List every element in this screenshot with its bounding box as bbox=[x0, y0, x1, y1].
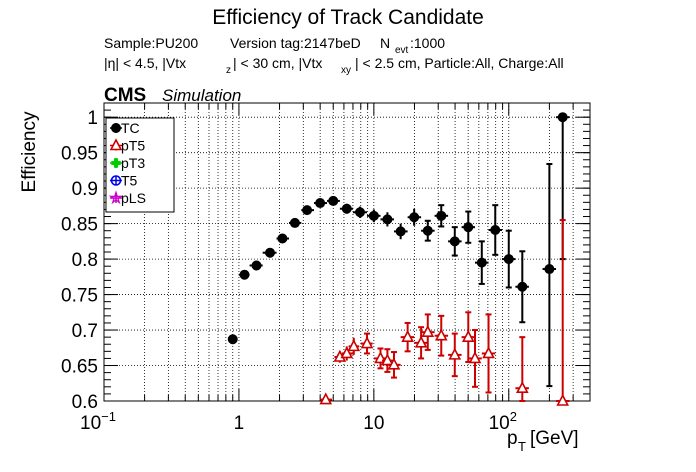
subtitle-line-2: |η| < 4.5, |Vtx z | < 30 cm, |Vtx xy | <… bbox=[104, 55, 564, 76]
pt5-point bbox=[401, 329, 414, 342]
tc-point bbox=[503, 254, 514, 265]
series-tc bbox=[227, 112, 570, 388]
tc-point bbox=[227, 334, 238, 345]
tc-point bbox=[328, 195, 339, 206]
y-tick-label: 0.6 bbox=[72, 392, 98, 413]
tc-point bbox=[251, 260, 262, 271]
legend-label-t5: T5 bbox=[121, 173, 138, 189]
y-tick-label: 0.75 bbox=[61, 286, 98, 307]
x-tick-label: 10−1 bbox=[80, 409, 116, 434]
tc-point bbox=[436, 210, 447, 221]
legend-label-pt3: pT3 bbox=[121, 155, 145, 171]
chart-title: Efficiency of Track Candidate bbox=[212, 6, 484, 29]
y-tick-label: 0.65 bbox=[61, 357, 98, 378]
legend-marker-t5 bbox=[110, 175, 122, 186]
y-tick-labels: 0.6 0.65 0.7 0.75 0.8 0.85 0.9 0.95 1 bbox=[61, 108, 98, 413]
y-tick-label: 0.8 bbox=[72, 250, 98, 271]
data-series bbox=[227, 112, 570, 406]
tc-point bbox=[395, 226, 406, 237]
legend-marker-tc bbox=[111, 123, 121, 133]
legend-label-tc: TC bbox=[121, 120, 140, 136]
cms-label: CMS bbox=[104, 85, 146, 106]
tc-point bbox=[315, 198, 326, 209]
y-tick-label: 0.95 bbox=[61, 144, 98, 165]
subtitle-mid: | < 30 cm, |Vtx bbox=[233, 55, 322, 71]
y-tick-label: 0.85 bbox=[61, 215, 98, 236]
tc-point bbox=[355, 207, 366, 218]
x-tick-label: 10 bbox=[363, 413, 384, 434]
pt5-point bbox=[347, 339, 361, 352]
legend-label-pls: pLS bbox=[121, 190, 146, 206]
pt5-point bbox=[461, 329, 475, 342]
pt5-point bbox=[319, 392, 333, 405]
subtitle-line-1: Sample:PU200 Version tag:2147beD N evt :… bbox=[104, 35, 445, 56]
tc-point bbox=[368, 210, 379, 221]
pt5-point bbox=[556, 393, 570, 406]
x-axis-label: p T [GeV] bbox=[507, 428, 579, 456]
pt5-point bbox=[515, 381, 529, 394]
legend-label-pt5: pT5 bbox=[121, 138, 145, 154]
legend-marker-pt5 bbox=[109, 138, 123, 151]
tc-point bbox=[422, 225, 433, 236]
x-tick-labels: 10−1 1 10 102 bbox=[80, 409, 517, 434]
pt5-point bbox=[360, 336, 374, 349]
pt5-point bbox=[434, 328, 448, 341]
y-tick-label: 1 bbox=[87, 108, 98, 129]
pt5-point bbox=[414, 335, 428, 348]
tc-point bbox=[382, 214, 393, 225]
pt5-point bbox=[340, 346, 354, 359]
tc-point bbox=[463, 222, 474, 233]
tc-point bbox=[265, 247, 276, 258]
axes bbox=[103, 102, 591, 402]
tc-point bbox=[341, 203, 352, 214]
tc-point bbox=[277, 233, 288, 244]
y-tick-label: 0.9 bbox=[72, 179, 98, 200]
y-tick-label: 0.7 bbox=[72, 321, 98, 342]
subtitle-sample: Sample:PU200 bbox=[104, 35, 198, 51]
tc-point bbox=[490, 225, 501, 236]
subtitle-nevt: N bbox=[380, 35, 390, 51]
pt5-point bbox=[448, 347, 462, 360]
pt5-point bbox=[387, 357, 401, 370]
pt5-point bbox=[421, 324, 435, 337]
tc-point bbox=[302, 205, 313, 216]
x-tick-label: 1 bbox=[234, 413, 245, 434]
series-pt5 bbox=[319, 219, 570, 406]
tc-point bbox=[409, 212, 420, 223]
legend-marker-pls bbox=[108, 190, 124, 205]
subtitle-xy-sub: xy bbox=[341, 65, 351, 76]
tc-point bbox=[449, 236, 460, 247]
subtitle-nevt-val: :1000 bbox=[410, 35, 445, 51]
subtitle-nevt-sub: evt bbox=[395, 45, 409, 56]
subtitle-version: Version tag:2147beD bbox=[230, 35, 361, 51]
tc-point bbox=[476, 257, 487, 268]
subtitle-eta: |η| < 4.5, |Vtx bbox=[104, 55, 186, 71]
x-tick-label: 102 bbox=[489, 409, 517, 434]
tc-point bbox=[517, 281, 528, 292]
tc-point bbox=[289, 217, 300, 228]
x-axis-label-p: p bbox=[507, 428, 518, 449]
x-axis-label-unit: [GeV] bbox=[530, 428, 579, 449]
tc-point bbox=[557, 112, 568, 123]
y-axis-label: Efficiency bbox=[19, 111, 40, 192]
x-axis-label-sub: T bbox=[518, 439, 526, 454]
subtitle-z-sub: z bbox=[226, 65, 231, 76]
cms-simulation-label: Simulation bbox=[162, 86, 241, 105]
pt5-point bbox=[468, 351, 482, 364]
subtitle-rest: | < 2.5 cm, Particle:All, Charge:All bbox=[355, 55, 564, 71]
tc-point bbox=[239, 269, 250, 280]
tc-point bbox=[544, 264, 555, 275]
pt5-point bbox=[482, 346, 495, 359]
legend-marker-pt3 bbox=[111, 158, 121, 168]
